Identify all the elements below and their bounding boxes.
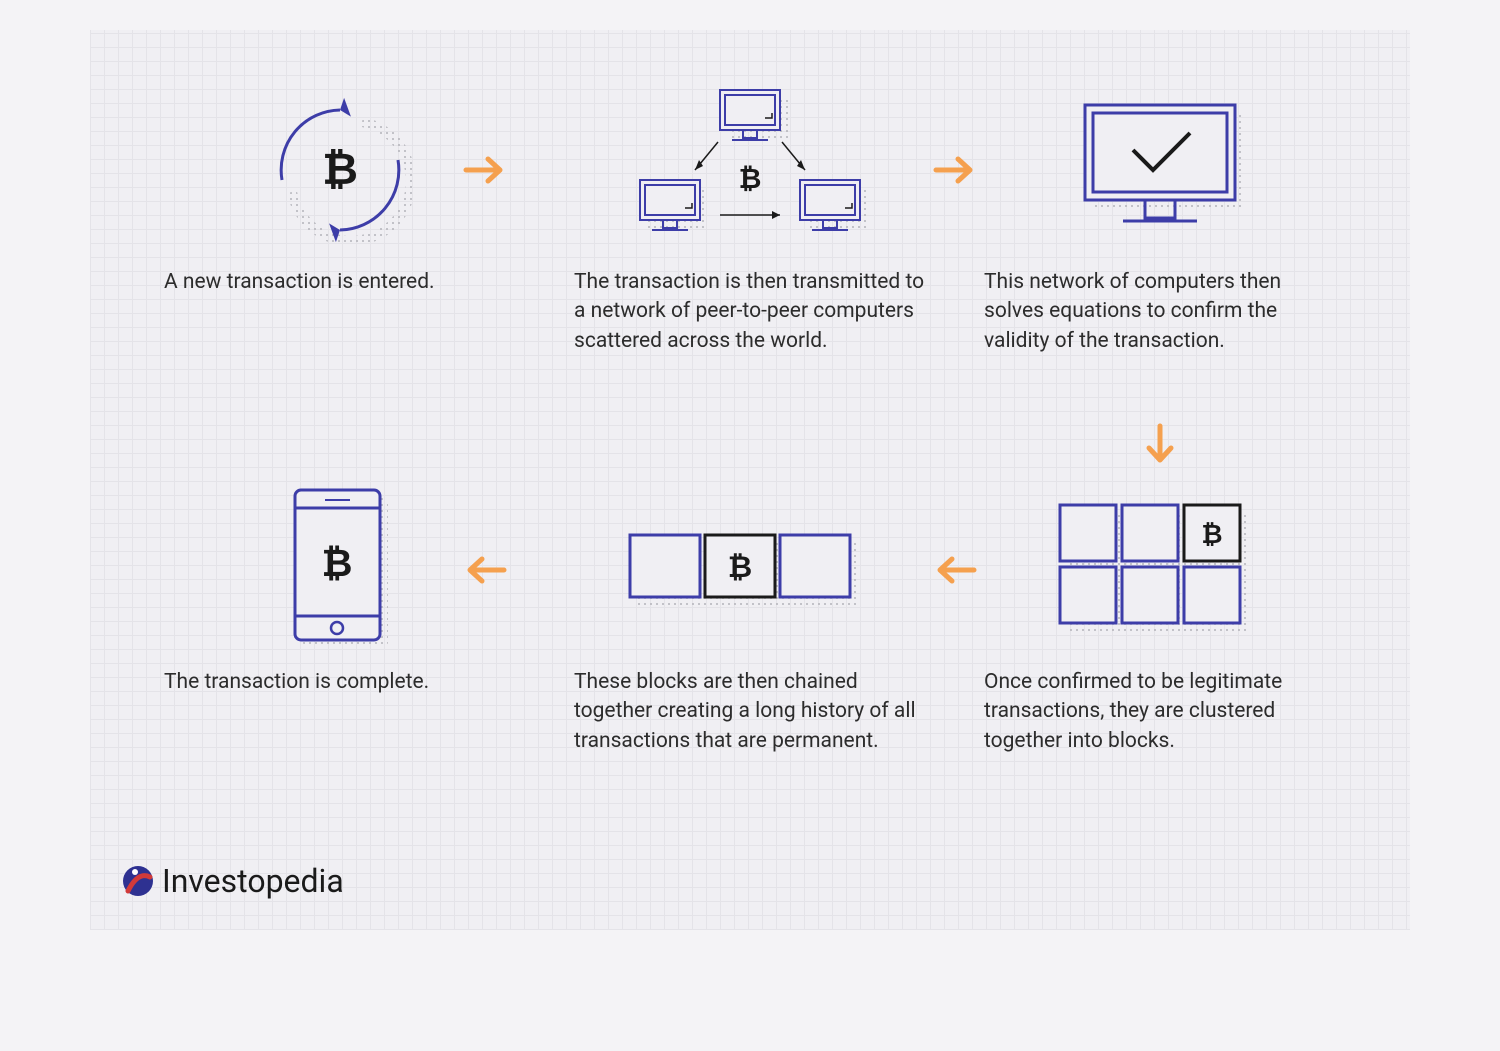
step-3: This network of computers then solves eq… — [980, 80, 1340, 364]
svg-text:₿: ₿ — [728, 551, 752, 584]
network-computers-icon: ₿ — [570, 80, 930, 260]
step-4-caption: Once confirmed to be legitimate transact… — [980, 660, 1340, 764]
brand-logo: Investopedia — [120, 862, 344, 900]
flow-arrow-5 — [460, 545, 510, 595]
brand-name: Investopedia — [162, 862, 344, 900]
svg-text:₿: ₿ — [322, 543, 353, 585]
monitor-check-icon — [980, 80, 1340, 260]
diagram-canvas: ₿ A new transaction is entered. — [90, 30, 1410, 930]
step-2: ₿ The transaction is then transmitted to… — [570, 80, 930, 364]
step-1-caption: A new transaction is entered. — [160, 260, 520, 305]
step-6-caption: The transaction is complete. — [160, 660, 520, 705]
flow-arrow-1 — [460, 145, 510, 195]
svg-text:₿: ₿ — [322, 145, 358, 194]
svg-text:₿: ₿ — [1201, 519, 1222, 549]
block-grid-icon: ₿ — [980, 480, 1340, 660]
step-5-caption: These blocks are then chained together c… — [570, 660, 930, 764]
step-2-caption: The transaction is then transmitted to a… — [570, 260, 930, 364]
flow-arrow-2 — [930, 145, 980, 195]
step-3-caption: This network of computers then solves eq… — [980, 260, 1340, 364]
brand-logo-icon — [120, 863, 156, 899]
block-chain-icon: ₿ — [570, 480, 930, 660]
step-5: ₿ These blocks are then chained together… — [570, 480, 930, 764]
svg-text:₿: ₿ — [739, 163, 762, 194]
step-4: ₿ Once confirmed to be legitimate transa… — [980, 480, 1340, 764]
flow-arrow-4 — [930, 545, 980, 595]
flow-arrow-3 — [1135, 420, 1185, 470]
